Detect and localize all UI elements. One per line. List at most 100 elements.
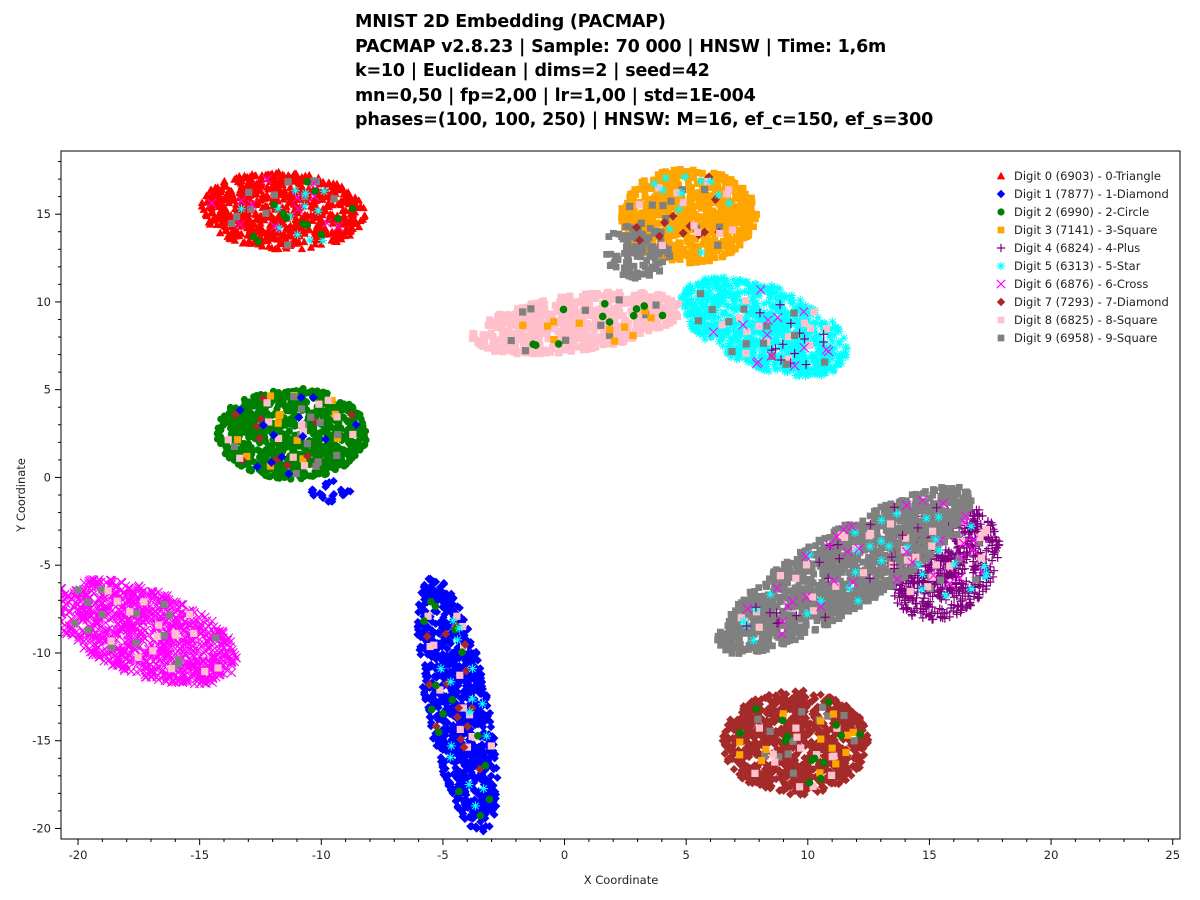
- point-digit-3: [648, 239, 656, 246]
- point-digit-3: [711, 254, 719, 262]
- point-digit-2: [287, 437, 295, 445]
- point-digit-3: [744, 215, 752, 222]
- point-digit-0: [274, 213, 284, 221]
- point-digit-3: [732, 237, 740, 244]
- point-digit-0: [252, 186, 262, 195]
- point-digit-5: [710, 319, 719, 328]
- point-digit-0: [330, 184, 339, 193]
- point-digit-4: [983, 517, 993, 526]
- point-digit-3: [668, 256, 676, 264]
- point-digit-1: [479, 728, 489, 737]
- point-digit-0: [244, 236, 254, 244]
- point-digit-1: [462, 658, 471, 668]
- point-digit-1: [446, 780, 455, 789]
- point-digit-1: [492, 763, 501, 773]
- point-digit-3: [724, 244, 732, 252]
- point-digit-2: [253, 401, 261, 409]
- point-digit-1: [438, 649, 447, 659]
- point-digit-0: [303, 197, 312, 206]
- point-digit-1: [441, 764, 450, 773]
- point-digit-1: [478, 722, 488, 732]
- point-digit-3: [735, 231, 743, 239]
- point-digit-1: [489, 804, 498, 813]
- point-digit-3: [740, 229, 748, 236]
- point-digit-3: [671, 246, 679, 254]
- point-digit-1: [432, 653, 441, 663]
- point-digit-3: [688, 183, 695, 191]
- point-digit-0: [332, 226, 342, 234]
- point-digit-3: [689, 166, 697, 174]
- point-digit-1: [493, 773, 502, 782]
- point-digit-0: [222, 189, 232, 198]
- point-digit-1: [486, 722, 496, 732]
- point-digit-1: [441, 772, 450, 782]
- point-digit-1: [455, 603, 464, 613]
- point-digit-1: [477, 787, 486, 796]
- point-digit-3: [733, 211, 740, 218]
- point-digit-1: [423, 583, 432, 593]
- point-digit-0: [265, 177, 275, 185]
- point-digit-0: [329, 179, 338, 187]
- point-digit-1: [428, 626, 437, 635]
- point-digit-2: [361, 435, 369, 443]
- point-digit-2: [254, 446, 262, 454]
- point-digit-1: [467, 821, 476, 831]
- point-digit-0: [221, 182, 231, 190]
- point-digit-0: [300, 227, 309, 235]
- point-digit-3: [748, 194, 755, 202]
- point-digit-1: [441, 667, 451, 676]
- point-digit-5: [685, 283, 694, 292]
- point-digit-0: [233, 216, 243, 225]
- point-digit-1: [448, 689, 457, 698]
- point-digit-3: [704, 247, 712, 254]
- point-digit-1: [480, 690, 489, 699]
- point-digit-3: [661, 207, 669, 215]
- point-digit-3: [722, 182, 729, 190]
- point-digit-1: [431, 619, 440, 629]
- point-digit-1: [442, 618, 451, 628]
- point-digit-3: [685, 179, 692, 187]
- point-digit-3: [664, 184, 671, 192]
- point-digit-1: [443, 651, 452, 661]
- point-digit-0: [341, 225, 350, 234]
- point-digit-3: [683, 230, 691, 238]
- point-digit-3: [728, 240, 736, 248]
- point-digit-2: [226, 424, 235, 433]
- point-digit-0: [269, 226, 279, 235]
- point-digit-0: [346, 192, 355, 200]
- point-digit-0: [256, 218, 265, 227]
- point-digit-4: [982, 581, 991, 591]
- point-digit-2: [245, 433, 253, 441]
- point-digit-1: [413, 621, 423, 631]
- point-digit-3: [654, 171, 662, 178]
- point-digit-0: [242, 218, 252, 227]
- point-digit-2: [261, 437, 270, 446]
- point-digit-3: [722, 177, 730, 184]
- point-digit-0: [356, 202, 365, 210]
- point-digit-5: [799, 306, 808, 315]
- point-digit-0: [257, 241, 267, 250]
- point-digit-2: [273, 390, 281, 398]
- point-digit-5: [772, 283, 782, 292]
- point-digit-1: [439, 633, 449, 642]
- point-digit-2: [313, 389, 321, 397]
- point-digit-3: [664, 203, 671, 210]
- point-digit-0: [224, 211, 233, 219]
- point-digit-5: [685, 299, 694, 308]
- point-digit-5: [707, 274, 716, 283]
- point-digit-0: [205, 220, 215, 228]
- point-digit-1: [480, 814, 490, 823]
- point-digit-0: [217, 185, 226, 193]
- point-digit-1: [420, 688, 429, 697]
- point-digit-0: [230, 204, 240, 213]
- point-digit-6: [47, 608, 55, 616]
- point-digit-1: [481, 754, 491, 763]
- point-digit-3: [672, 225, 679, 233]
- point-digit-3: [669, 218, 677, 226]
- point-digit-3: [694, 252, 701, 259]
- point-digit-1: [449, 593, 458, 603]
- point-digit-2: [302, 471, 310, 479]
- point-digit-0: [220, 203, 230, 212]
- point-digit-0: [334, 233, 344, 241]
- point-digit-5: [770, 360, 779, 369]
